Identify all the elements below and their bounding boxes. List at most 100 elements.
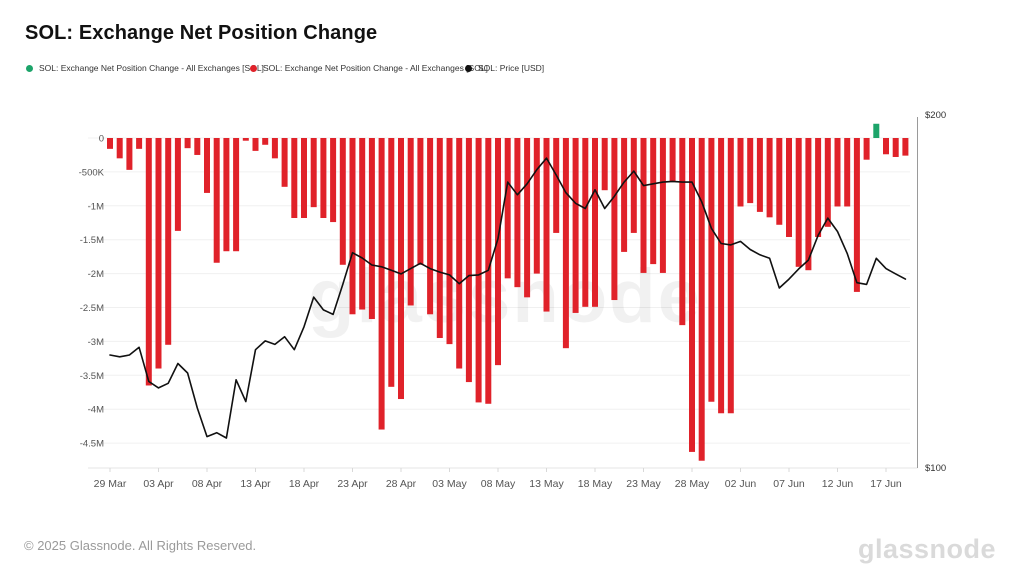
net-position-bar-negative bbox=[737, 138, 744, 207]
x-axis-tick-label: 08 May bbox=[481, 478, 516, 490]
chart-legend: SOL: Exchange Net Position Change - All … bbox=[0, 63, 1024, 77]
net-position-bar-negative bbox=[747, 138, 754, 204]
net-position-bar-negative bbox=[320, 138, 327, 219]
net-position-bar-negative bbox=[805, 138, 812, 271]
x-axis-tick-label: 17 Jun bbox=[870, 478, 902, 490]
net-position-bar-negative bbox=[853, 138, 860, 292]
copyright-text: © 2025 Glassnode. All Rights Reserved. bbox=[24, 538, 257, 553]
x-axis-tick-label: 08 Apr bbox=[192, 478, 223, 490]
net-position-bar-negative bbox=[708, 138, 715, 402]
legend-item-label: SOL: Exchange Net Position Change - All … bbox=[39, 63, 264, 73]
net-position-bar-negative bbox=[776, 138, 783, 225]
net-position-bar-negative bbox=[262, 138, 269, 145]
x-axis-tick-label: 02 Jun bbox=[725, 478, 757, 490]
net-position-bar-negative bbox=[562, 138, 569, 349]
right-axis-tick-label: $200 bbox=[925, 110, 946, 121]
net-position-bar-negative bbox=[621, 138, 628, 252]
left-axis-tick-label: -500K bbox=[79, 167, 105, 178]
legend-dot-icon bbox=[26, 64, 33, 72]
net-position-bar-negative bbox=[834, 138, 841, 207]
net-position-bar-negative bbox=[233, 138, 240, 252]
x-axis-tick-label: 23 May bbox=[626, 478, 661, 490]
right-axis-tick-label: $100 bbox=[925, 463, 946, 474]
net-position-bar-negative bbox=[465, 138, 472, 383]
net-position-bar-negative bbox=[204, 138, 210, 193]
net-position-bar-negative bbox=[145, 138, 152, 386]
net-position-bar-negative bbox=[533, 138, 540, 274]
net-position-bar-negative bbox=[116, 138, 123, 159]
glassnode-logo: glassnode bbox=[857, 534, 996, 564]
net-position-bar-negative bbox=[844, 138, 851, 207]
left-axis-tick-label: -2M bbox=[88, 269, 104, 280]
net-position-bar-negative bbox=[727, 138, 734, 414]
x-axis-tick-label: 03 May bbox=[432, 478, 467, 490]
net-position-bar-negative bbox=[252, 138, 259, 151]
net-position-bar-negative bbox=[301, 138, 307, 219]
net-position-bar-negative bbox=[863, 138, 870, 160]
x-axis-tick-label: 18 May bbox=[578, 478, 613, 490]
x-axis-tick-label: 13 May bbox=[529, 478, 564, 490]
net-position-bar-negative bbox=[630, 138, 637, 233]
net-position-bar-negative bbox=[136, 138, 143, 149]
x-axis-tick-label: 12 Jun bbox=[822, 478, 854, 490]
net-position-bar-negative bbox=[718, 138, 725, 414]
x-axis-tick-label: 28 Apr bbox=[386, 478, 417, 490]
net-position-bar-negative bbox=[756, 138, 763, 212]
net-position-bar-negative bbox=[339, 138, 346, 265]
page-title: SOL: Exchange Net Position Change bbox=[25, 22, 378, 44]
x-axis-tick-label: 18 Apr bbox=[289, 478, 320, 490]
net-position-bar-negative bbox=[368, 138, 375, 320]
net-position-bar-negative bbox=[611, 138, 618, 301]
net-position-bar-negative bbox=[349, 138, 356, 315]
left-axis-tick-label: -4.5M bbox=[80, 439, 104, 450]
net-position-bar-negative bbox=[601, 138, 608, 191]
legend-item-label: SOL: Exchange Net Position Change - All … bbox=[263, 63, 488, 73]
net-position-bar-negative bbox=[815, 138, 822, 237]
x-axis-tick-label: 03 Apr bbox=[143, 478, 174, 490]
net-position-bar-negative bbox=[194, 138, 201, 155]
net-position-bar-negative bbox=[330, 138, 337, 223]
net-position-bar-negative bbox=[659, 138, 666, 273]
net-position-bar-negative bbox=[524, 138, 531, 298]
net-position-bar-negative bbox=[824, 138, 831, 227]
net-position-bar-negative bbox=[495, 138, 501, 366]
net-position-bar-negative bbox=[281, 138, 288, 187]
net-position-bar-negative bbox=[271, 138, 278, 159]
net-position-bar-negative bbox=[543, 138, 550, 312]
net-position-bar-negative bbox=[155, 138, 162, 369]
net-position-bar-negative bbox=[679, 138, 686, 326]
net-position-bar-negative bbox=[310, 138, 317, 208]
left-axis-tick-label: -4M bbox=[88, 405, 104, 416]
x-axis-tick-label: 29 Mar bbox=[94, 478, 127, 490]
net-position-bar-negative bbox=[582, 138, 589, 307]
legend-item-2[interactable]: SOL: Price [USD] bbox=[465, 63, 544, 73]
net-position-bar-negative bbox=[689, 138, 695, 452]
net-position-bar-negative bbox=[504, 138, 511, 279]
x-axis-tick-label: 23 Apr bbox=[337, 478, 368, 490]
legend-dot-icon bbox=[465, 64, 472, 72]
net-position-bar-negative bbox=[553, 138, 560, 233]
net-position-bar-negative bbox=[427, 138, 434, 315]
net-position-bar-negative bbox=[883, 138, 889, 155]
net-position-bar-negative bbox=[446, 138, 453, 345]
x-axis-tick-label: 07 Jun bbox=[773, 478, 805, 490]
net-position-bar-negative bbox=[650, 138, 657, 265]
net-position-bar-negative bbox=[223, 138, 230, 252]
left-axis-tick-label: -1M bbox=[88, 201, 104, 212]
net-position-bar-positive bbox=[873, 123, 880, 138]
left-axis-tick-label: 0 bbox=[99, 134, 104, 145]
net-position-bar-negative bbox=[572, 138, 579, 313]
net-position-bar-negative bbox=[165, 138, 172, 345]
x-axis-tick-label: 13 Apr bbox=[240, 478, 271, 490]
legend-item-label: SOL: Price [USD] bbox=[478, 63, 545, 73]
net-position-bar-negative bbox=[892, 138, 899, 157]
legend-item-0[interactable]: SOL: Exchange Net Position Change - All … bbox=[26, 63, 264, 73]
legend-item-1[interactable]: SOL: Exchange Net Position Change - All … bbox=[250, 63, 488, 73]
net-position-bar-negative bbox=[786, 138, 792, 237]
net-position-bar-negative bbox=[378, 138, 385, 430]
left-axis-tick-label: -3.5M bbox=[80, 371, 104, 382]
net-position-bar-negative bbox=[475, 138, 482, 403]
net-position-bar-negative bbox=[795, 138, 802, 267]
